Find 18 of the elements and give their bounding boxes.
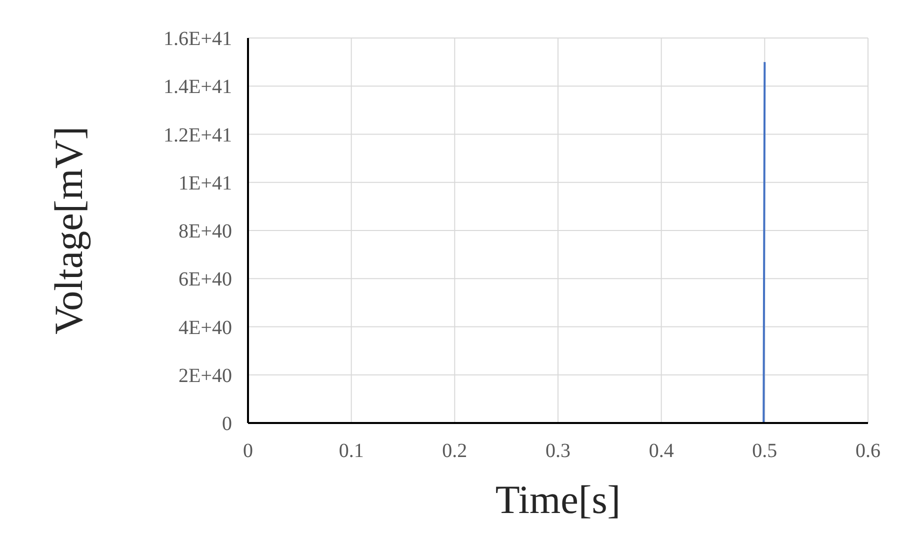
y-tick-label: 0 — [222, 413, 232, 436]
x-tick-label: 0.4 — [648, 440, 674, 462]
x-tick-label: 0 — [243, 440, 253, 462]
y-tick-label: 1E+41 — [178, 172, 232, 194]
x-tick-label: 0.6 — [856, 440, 880, 462]
x-tick-label: 0.1 — [338, 440, 364, 462]
y-tick-label: 8E+40 — [178, 220, 232, 243]
x-tick-label: 0.5 — [752, 440, 778, 462]
y-tick-label: 4E+40 — [178, 316, 232, 339]
y-tick-label: 1.6E+41 — [164, 28, 232, 50]
x-axis-title: Time[s] — [495, 477, 621, 522]
x-tick-label: 0.3 — [546, 440, 570, 462]
y-tick-label: 1.2E+41 — [164, 124, 232, 146]
y-tick-label: 6E+40 — [178, 268, 232, 291]
y-axis-title: Voltage[mV] — [46, 126, 92, 335]
x-tick-label: 0.2 — [442, 440, 468, 462]
y-tick-label: 2E+40 — [178, 364, 232, 387]
y-tick-label: 1.4E+41 — [164, 76, 232, 98]
